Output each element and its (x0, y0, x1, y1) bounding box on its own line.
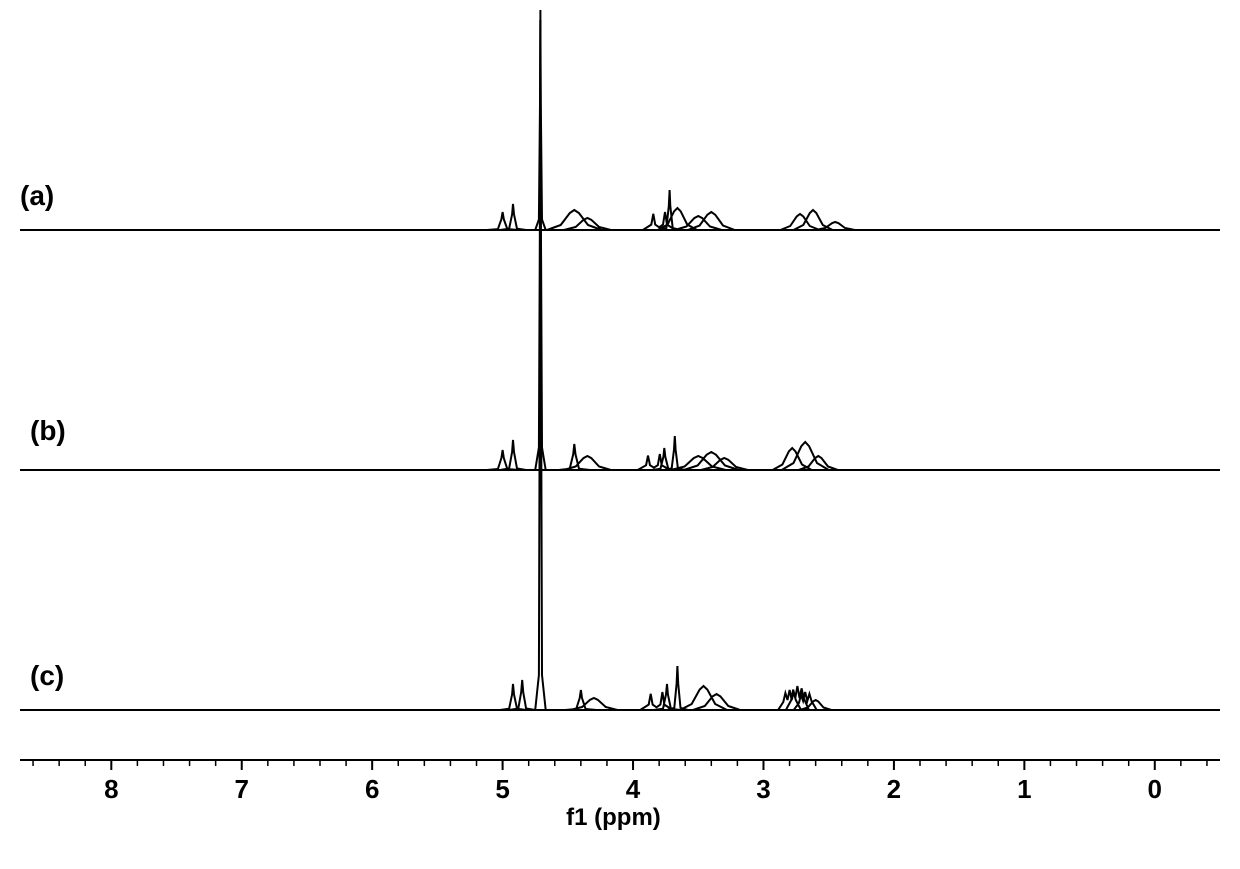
x-tick-label: 4 (626, 774, 640, 805)
x-tick-label: 3 (756, 774, 770, 805)
nmr-stacked-spectra: (a) (b) (c) 8 7 6 5 4 3 2 1 0 f1 (ppm) (0, 0, 1240, 869)
trace-label-a: (a) (20, 180, 54, 212)
spectrum-trace (20, 10, 1220, 710)
x-tick-label: 6 (365, 774, 379, 805)
x-tick-label: 8 (104, 774, 118, 805)
x-tick-label: 2 (887, 774, 901, 805)
x-axis-title: f1 (ppm) (566, 804, 661, 832)
trace-label-b: (b) (30, 415, 66, 447)
x-tick-label: 0 (1148, 774, 1162, 805)
x-tick-label: 7 (235, 774, 249, 805)
spectrum-trace (20, 20, 1220, 230)
trace-label-c: (c) (30, 660, 64, 692)
x-tick-label: 1 (1017, 774, 1031, 805)
x-tick-label: 5 (495, 774, 509, 805)
spectra-svg (0, 0, 1240, 869)
spectrum-trace (20, 20, 1220, 470)
